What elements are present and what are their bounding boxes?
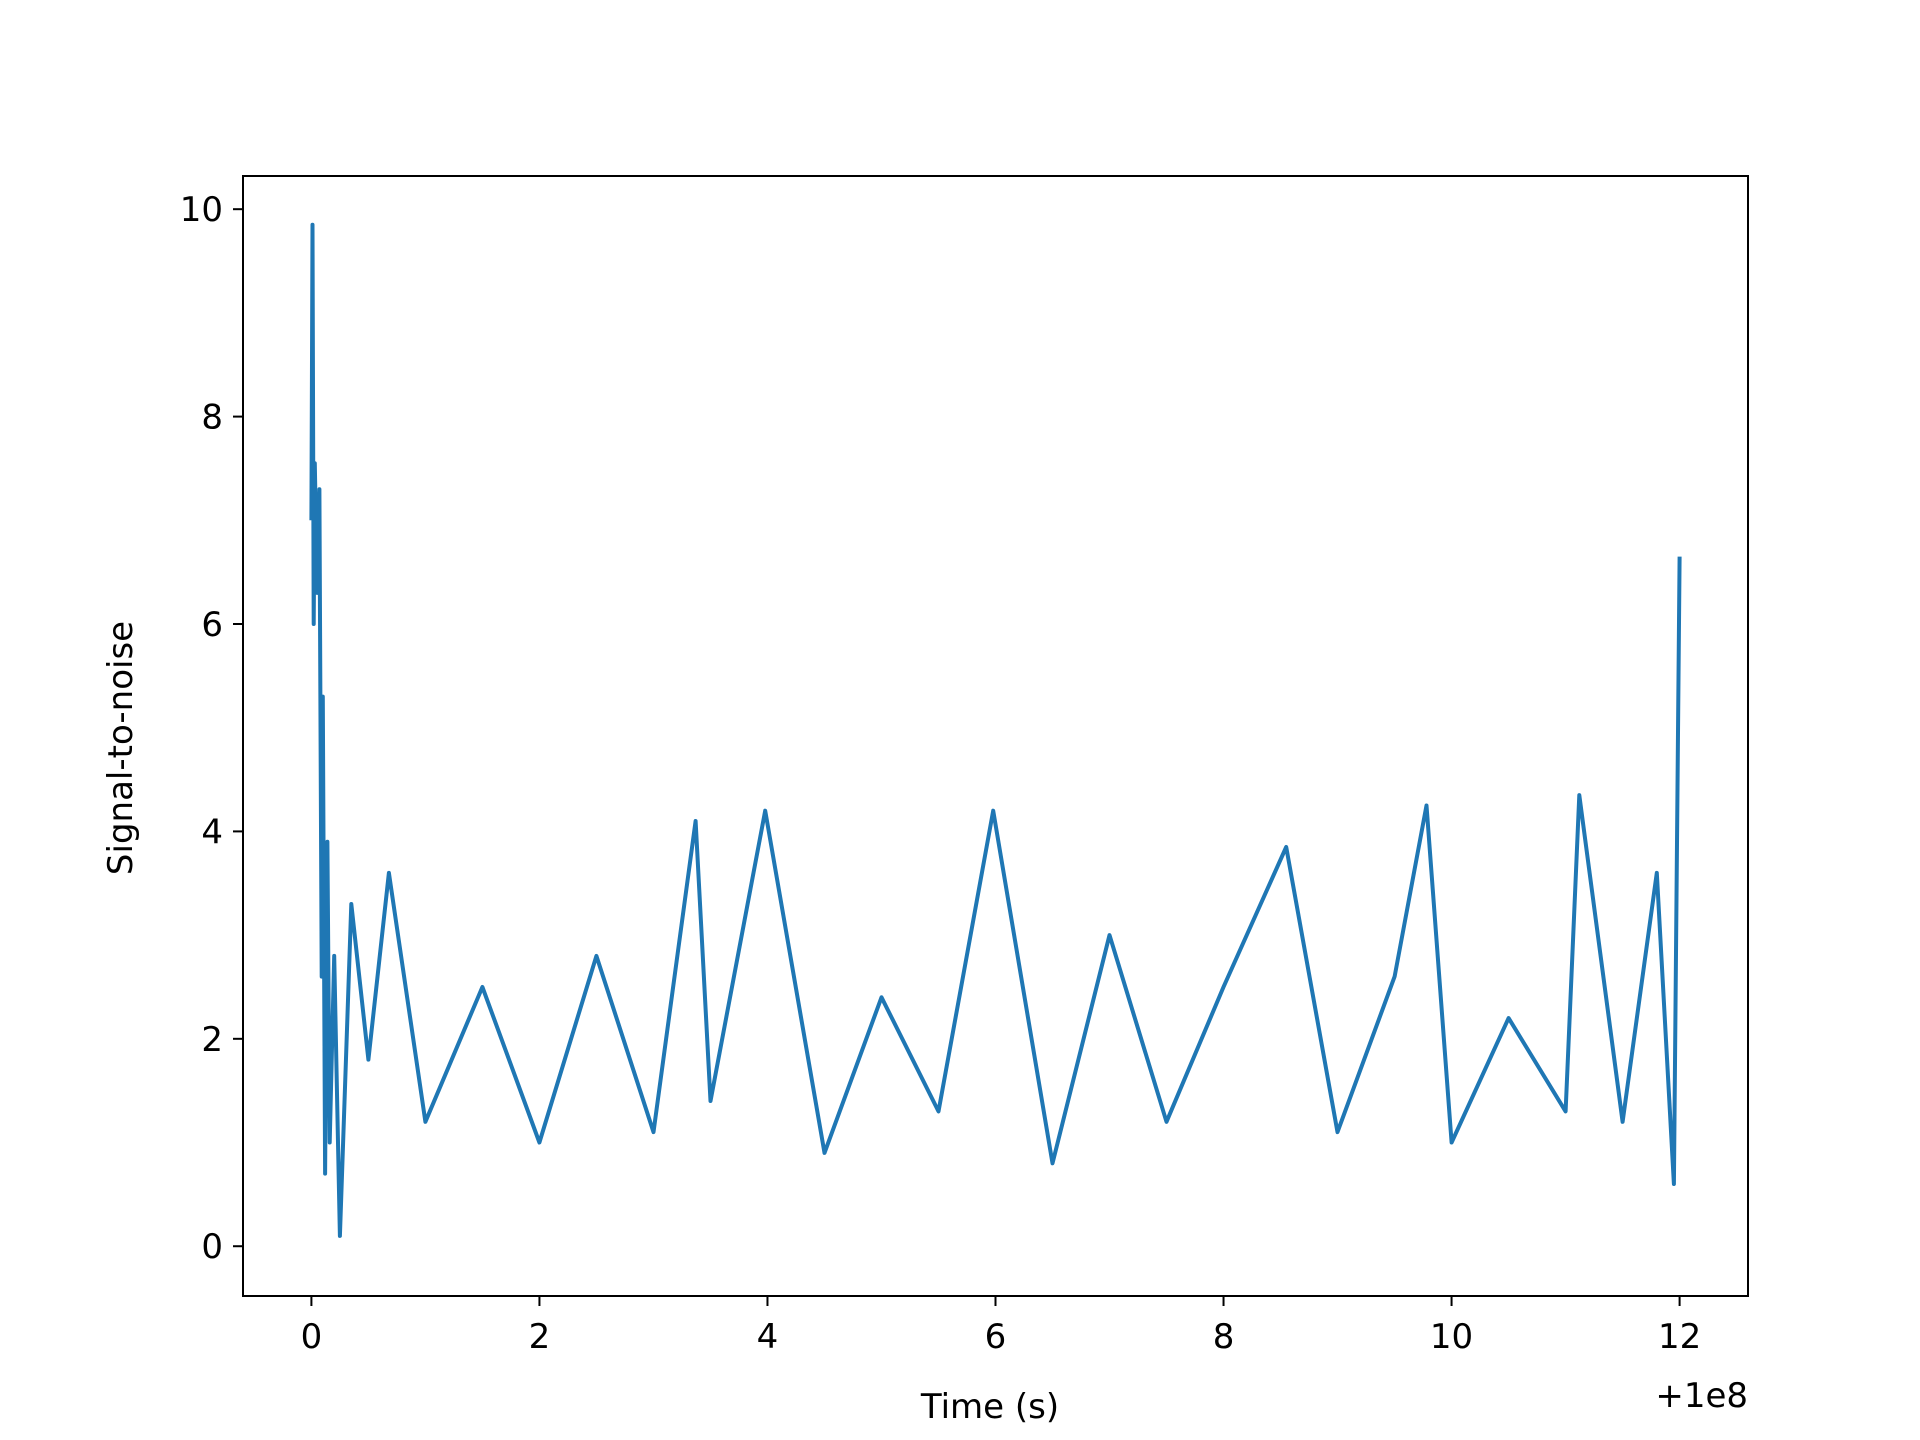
y-tick-label: 4: [201, 812, 223, 852]
y-axis-label: Signal-to-noise: [101, 621, 141, 875]
x-tick-label: 0: [301, 1317, 323, 1357]
y-tick-label: 10: [180, 190, 223, 230]
y-tick-label: 2: [201, 1020, 223, 1060]
x-tick-label: 8: [1213, 1317, 1235, 1357]
x-tick-label: 4: [757, 1317, 779, 1357]
x-tick-label: 10: [1430, 1317, 1473, 1357]
y-tick-label: 6: [201, 605, 223, 645]
series-line-0: [309, 222, 1682, 1238]
axes: 0 2 4 6 8 10 12 0 2 4 6 8 10: [180, 175, 1749, 1357]
x-axis-label: Time (s): [920, 1387, 1059, 1427]
x-tick-label: 2: [529, 1317, 551, 1357]
y-tick-label: 0: [201, 1227, 223, 1267]
x-tick-label: 6: [985, 1317, 1007, 1357]
y-tick-label: 8: [201, 398, 223, 438]
x-axis-offset-label: +1e8: [1655, 1376, 1748, 1416]
x-tick-label: 12: [1658, 1317, 1701, 1357]
plot-area: [309, 222, 1682, 1238]
